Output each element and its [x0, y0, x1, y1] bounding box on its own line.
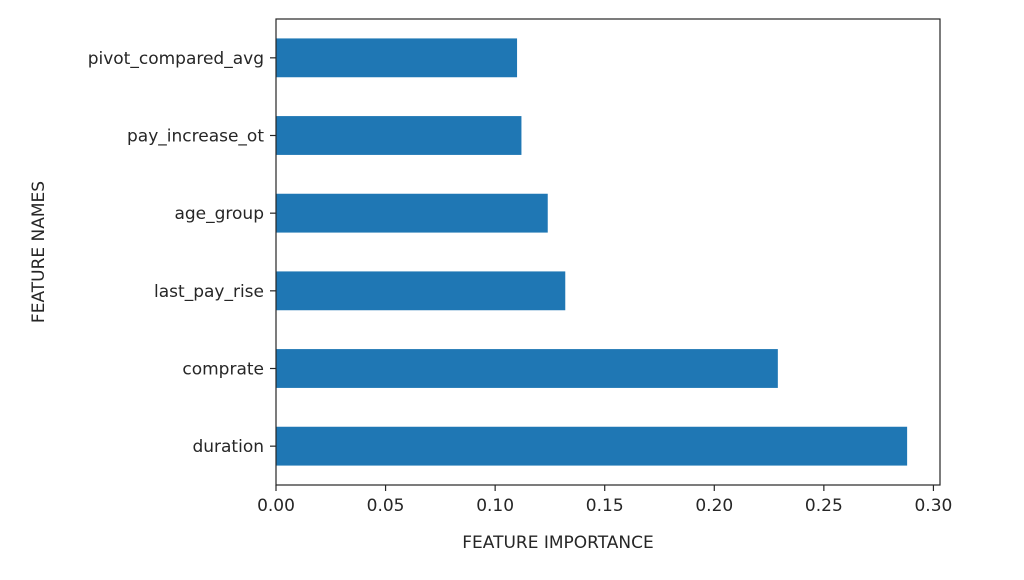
plot-frame — [275, 18, 941, 486]
y-tick-label: pay_increase_ot — [127, 127, 264, 147]
x-tick-label: 0.15 — [586, 496, 624, 516]
bar-pay-increase-ot — [276, 116, 522, 155]
y-ticks-group: duration comprate last_pay_rise age_group pa… — [88, 49, 276, 457]
x-tick-label: 0.05 — [367, 496, 405, 516]
bar-duration — [276, 426, 908, 466]
y-axis-label: FEATURE NAMES — [29, 181, 49, 323]
x-tick-label: 0.20 — [695, 496, 733, 516]
bar-age-group — [276, 193, 548, 233]
x-tick-label: 0.10 — [476, 496, 514, 516]
x-ticks-group: 0.00 0.05 0.10 0.15 0.20 0.25 0.30 — [257, 485, 952, 516]
x-axis-label: FEATURE IMPORTANCE — [462, 533, 654, 553]
bars-group — [276, 38, 908, 466]
y-tick-label: pivot_compared_avg — [88, 49, 264, 69]
y-tick-label: duration — [192, 437, 264, 457]
y-tick-label: last_pay_rise — [154, 282, 264, 302]
bar-last-pay-rise — [276, 271, 566, 311]
bar-pivot-compared-avg — [276, 38, 518, 78]
y-tick-label: age_group — [174, 204, 264, 224]
x-tick-label: 0.00 — [257, 496, 295, 516]
x-tick-label: 0.25 — [805, 496, 843, 516]
y-tick-label: comprate — [182, 360, 264, 380]
x-tick-label: 0.30 — [914, 496, 952, 516]
bar-comprate — [276, 349, 778, 388]
